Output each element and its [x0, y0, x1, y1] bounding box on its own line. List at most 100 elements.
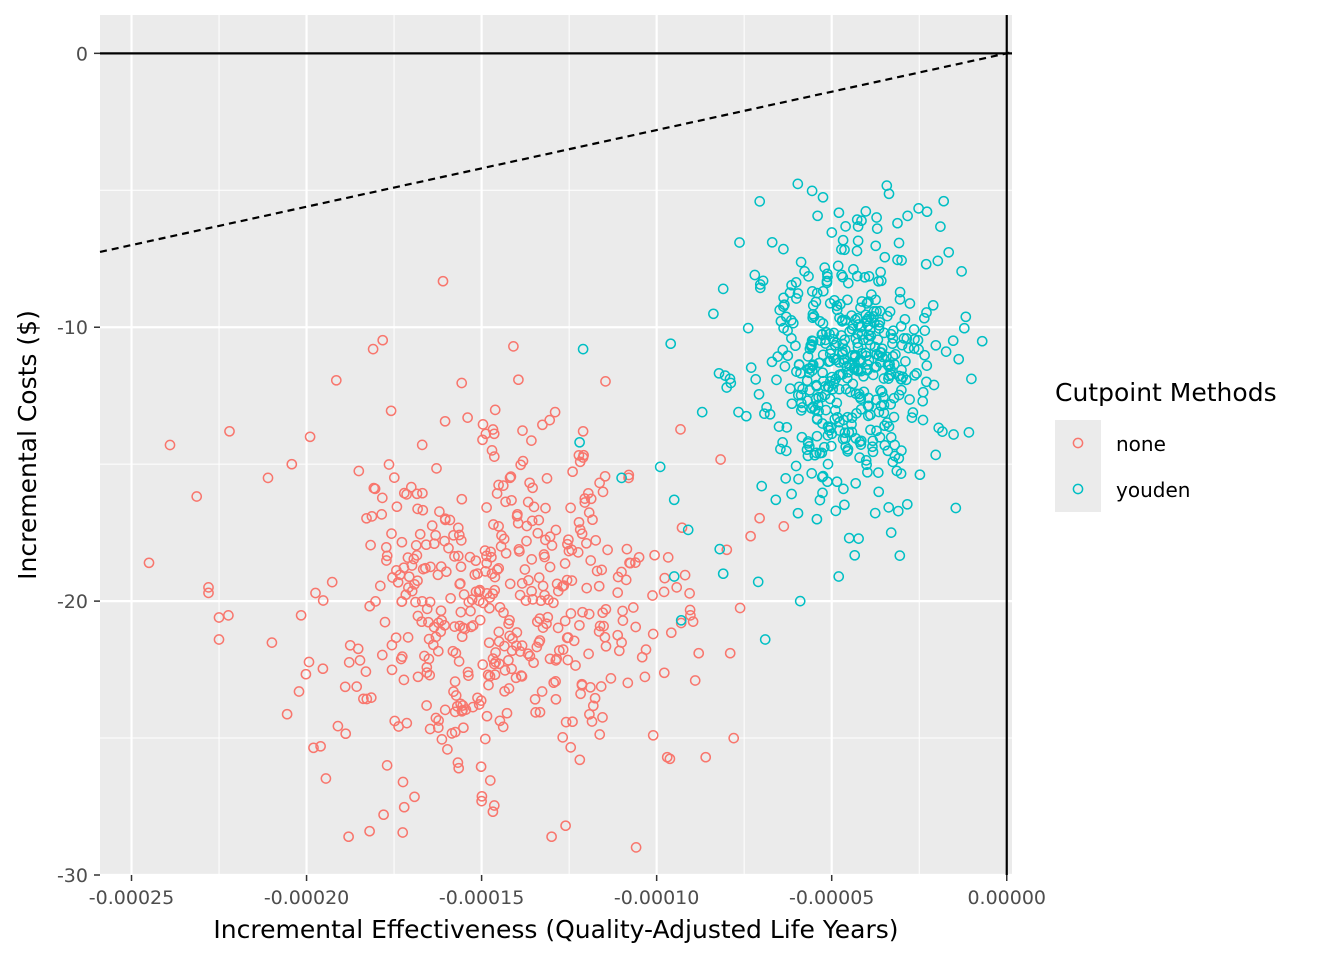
point-youden	[878, 391, 889, 403]
point-youden	[778, 243, 789, 255]
point-none	[453, 529, 465, 541]
point-none	[647, 628, 659, 640]
point-none	[358, 693, 369, 705]
point-youden	[811, 380, 822, 392]
point-none	[431, 463, 442, 474]
point-none	[597, 712, 608, 723]
point-youden	[918, 312, 930, 324]
point-youden	[682, 524, 694, 536]
point-youden	[837, 271, 849, 283]
point-none	[475, 695, 487, 706]
point-none	[487, 424, 499, 435]
point-none	[513, 374, 524, 386]
point-none	[224, 425, 235, 437]
point-none	[412, 610, 424, 622]
point-none	[381, 555, 392, 566]
point-youden	[911, 368, 922, 379]
point-none	[598, 620, 609, 632]
point-youden	[835, 368, 847, 380]
legend-label-none: none	[1116, 432, 1166, 456]
point-youden	[817, 367, 828, 379]
point-youden	[878, 327, 890, 339]
point-none	[675, 424, 686, 435]
point-none	[479, 545, 491, 556]
point-youden	[848, 264, 859, 275]
point-none	[388, 472, 400, 483]
point-youden	[862, 410, 874, 422]
point-none	[466, 594, 478, 605]
point-none	[517, 455, 529, 467]
point-youden	[879, 420, 890, 432]
point-youden	[786, 279, 797, 291]
point-youden	[881, 180, 893, 191]
point-none	[605, 673, 617, 684]
point-youden	[754, 282, 766, 294]
point-none	[386, 528, 397, 539]
point-youden	[883, 502, 895, 513]
point-none	[499, 640, 510, 652]
point-youden	[809, 449, 821, 461]
point-none	[574, 754, 586, 766]
point-youden	[898, 333, 910, 344]
point-none	[658, 667, 670, 679]
point-none	[366, 511, 378, 522]
point-none	[454, 578, 466, 589]
point-none	[559, 558, 571, 569]
point-none	[455, 698, 466, 710]
point-none	[454, 620, 466, 632]
point-none	[449, 676, 461, 687]
point-none	[516, 640, 528, 651]
point-none	[504, 578, 516, 590]
point-none	[594, 729, 606, 740]
point-youden	[871, 425, 882, 437]
point-youden	[836, 244, 847, 255]
point-none	[484, 592, 496, 603]
point-none	[612, 587, 624, 598]
point-youden	[892, 217, 903, 229]
point-youden	[960, 311, 972, 323]
point-none	[565, 742, 577, 753]
point-none	[421, 661, 433, 673]
point-none	[533, 637, 545, 648]
point-youden	[792, 288, 804, 299]
point-none	[563, 534, 574, 546]
point-none	[624, 557, 635, 569]
point-youden	[780, 473, 792, 484]
point-none	[552, 622, 564, 634]
point-youden	[956, 266, 967, 277]
point-youden	[793, 359, 805, 371]
point-none	[456, 493, 468, 505]
point-none	[391, 501, 403, 513]
point-youden	[775, 443, 786, 455]
point-none	[389, 715, 401, 727]
point-youden	[836, 269, 847, 281]
point-none	[721, 544, 733, 556]
point-youden	[851, 214, 863, 225]
point-youden	[826, 428, 838, 440]
point-youden	[900, 374, 912, 386]
point-youden	[852, 221, 864, 232]
point-youden	[831, 397, 843, 409]
point-none	[402, 552, 414, 563]
point-youden	[894, 550, 906, 561]
point-none	[581, 537, 592, 549]
point-none	[452, 550, 464, 562]
point-none	[584, 708, 595, 720]
point-none	[403, 582, 414, 593]
point-none	[434, 506, 445, 517]
point-none	[444, 514, 456, 526]
point-none	[562, 632, 574, 643]
point-youden	[867, 446, 879, 458]
x-tick-label: -0.00025	[89, 887, 174, 909]
point-youden	[860, 455, 872, 466]
point-youden	[870, 240, 882, 252]
point-youden	[947, 335, 959, 347]
point-youden	[869, 507, 881, 519]
point-youden	[866, 289, 877, 300]
point-none	[582, 487, 594, 499]
point-none	[541, 473, 553, 484]
point-youden	[803, 367, 815, 379]
point-youden	[879, 251, 891, 263]
point-youden	[871, 223, 883, 234]
point-youden	[842, 446, 853, 457]
